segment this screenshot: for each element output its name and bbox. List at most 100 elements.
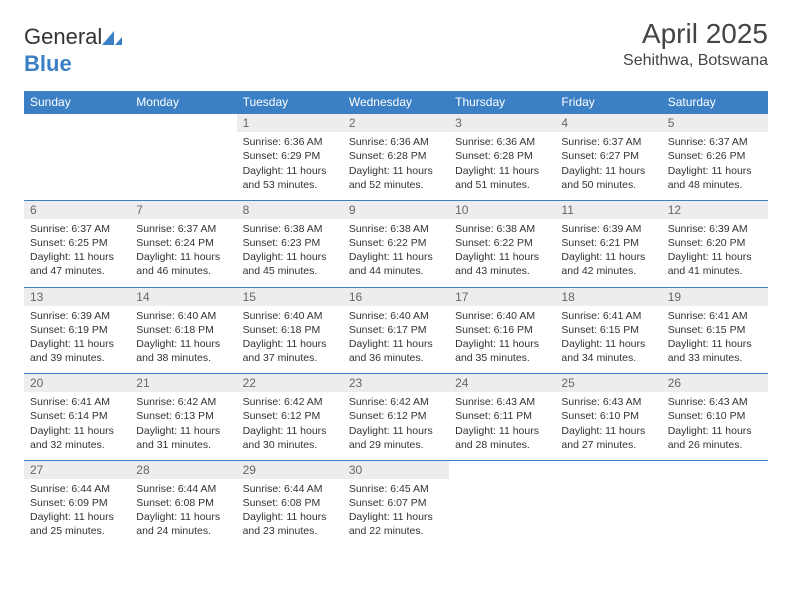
day-data-cell: Sunrise: 6:44 AMSunset: 6:08 PMDaylight:… — [130, 479, 236, 547]
day-data-cell: Sunrise: 6:40 AMSunset: 6:18 PMDaylight:… — [237, 306, 343, 374]
day-data-cell: Sunrise: 6:44 AMSunset: 6:08 PMDaylight:… — [237, 479, 343, 547]
day-number-cell: 19 — [662, 287, 768, 306]
day-data-cell: Sunrise: 6:43 AMSunset: 6:10 PMDaylight:… — [662, 392, 768, 460]
day-data-row: Sunrise: 6:39 AMSunset: 6:19 PMDaylight:… — [24, 306, 768, 374]
day-number-row: 12345 — [24, 114, 768, 133]
day-number-cell: 25 — [555, 374, 661, 393]
day-number-cell: 8 — [237, 200, 343, 219]
day-number-cell: 6 — [24, 200, 130, 219]
day-number-cell: 27 — [24, 460, 130, 479]
location: Sehithwa, Botswana — [623, 52, 768, 70]
day-number-cell: 29 — [237, 460, 343, 479]
day-header-cell: Wednesday — [343, 91, 449, 114]
month-title: April 2025 — [623, 18, 768, 50]
day-data-cell: Sunrise: 6:37 AMSunset: 6:24 PMDaylight:… — [130, 219, 236, 287]
calendar-table: SundayMondayTuesdayWednesdayThursdayFrid… — [24, 91, 768, 546]
day-data-cell: Sunrise: 6:38 AMSunset: 6:23 PMDaylight:… — [237, 219, 343, 287]
day-data-cell — [24, 132, 130, 200]
day-data-cell: Sunrise: 6:36 AMSunset: 6:29 PMDaylight:… — [237, 132, 343, 200]
day-number-cell — [449, 460, 555, 479]
day-header-cell: Thursday — [449, 91, 555, 114]
day-data-cell: Sunrise: 6:42 AMSunset: 6:12 PMDaylight:… — [343, 392, 449, 460]
day-number-row: 6789101112 — [24, 200, 768, 219]
day-number-cell: 9 — [343, 200, 449, 219]
day-number-cell — [130, 114, 236, 133]
day-header-cell: Monday — [130, 91, 236, 114]
day-number-cell: 18 — [555, 287, 661, 306]
day-number-cell: 2 — [343, 114, 449, 133]
day-number-cell: 5 — [662, 114, 768, 133]
day-number-cell — [555, 460, 661, 479]
day-header-cell: Sunday — [24, 91, 130, 114]
day-header-cell: Friday — [555, 91, 661, 114]
day-data-cell: Sunrise: 6:40 AMSunset: 6:17 PMDaylight:… — [343, 306, 449, 374]
day-header-cell: Tuesday — [237, 91, 343, 114]
day-data-cell: Sunrise: 6:38 AMSunset: 6:22 PMDaylight:… — [343, 219, 449, 287]
day-header-row: SundayMondayTuesdayWednesdayThursdayFrid… — [24, 91, 768, 114]
day-number-cell: 21 — [130, 374, 236, 393]
day-data-cell — [449, 479, 555, 547]
day-header-cell: Saturday — [662, 91, 768, 114]
day-number-cell — [662, 460, 768, 479]
day-number-cell: 1 — [237, 114, 343, 133]
sail-icon — [102, 25, 122, 51]
day-data-cell: Sunrise: 6:40 AMSunset: 6:18 PMDaylight:… — [130, 306, 236, 374]
brand-part1: General — [24, 24, 102, 49]
day-number-cell: 13 — [24, 287, 130, 306]
day-data-cell: Sunrise: 6:45 AMSunset: 6:07 PMDaylight:… — [343, 479, 449, 547]
day-number-cell: 28 — [130, 460, 236, 479]
day-data-cell: Sunrise: 6:37 AMSunset: 6:27 PMDaylight:… — [555, 132, 661, 200]
day-number-cell: 22 — [237, 374, 343, 393]
day-data-cell: Sunrise: 6:44 AMSunset: 6:09 PMDaylight:… — [24, 479, 130, 547]
header: GeneralBlue April 2025 Sehithwa, Botswan… — [24, 18, 768, 77]
day-number-cell: 17 — [449, 287, 555, 306]
day-data-cell: Sunrise: 6:41 AMSunset: 6:15 PMDaylight:… — [662, 306, 768, 374]
day-data-cell: Sunrise: 6:39 AMSunset: 6:19 PMDaylight:… — [24, 306, 130, 374]
day-number-row: 27282930 — [24, 460, 768, 479]
day-data-row: Sunrise: 6:41 AMSunset: 6:14 PMDaylight:… — [24, 392, 768, 460]
day-data-row: Sunrise: 6:44 AMSunset: 6:09 PMDaylight:… — [24, 479, 768, 547]
day-data-cell: Sunrise: 6:36 AMSunset: 6:28 PMDaylight:… — [449, 132, 555, 200]
day-data-cell: Sunrise: 6:37 AMSunset: 6:25 PMDaylight:… — [24, 219, 130, 287]
brand-text: GeneralBlue — [24, 24, 122, 77]
calendar-body: 12345Sunrise: 6:36 AMSunset: 6:29 PMDayl… — [24, 114, 768, 547]
brand-logo: GeneralBlue — [24, 24, 122, 77]
day-number-row: 20212223242526 — [24, 374, 768, 393]
day-number-cell: 15 — [237, 287, 343, 306]
day-data-row: Sunrise: 6:37 AMSunset: 6:25 PMDaylight:… — [24, 219, 768, 287]
day-data-cell: Sunrise: 6:39 AMSunset: 6:21 PMDaylight:… — [555, 219, 661, 287]
day-number-cell: 4 — [555, 114, 661, 133]
day-number-cell: 11 — [555, 200, 661, 219]
day-data-cell: Sunrise: 6:39 AMSunset: 6:20 PMDaylight:… — [662, 219, 768, 287]
day-number-cell: 23 — [343, 374, 449, 393]
brand-part2: Blue — [24, 51, 72, 76]
day-data-cell: Sunrise: 6:37 AMSunset: 6:26 PMDaylight:… — [662, 132, 768, 200]
day-number-cell: 20 — [24, 374, 130, 393]
day-data-cell: Sunrise: 6:43 AMSunset: 6:11 PMDaylight:… — [449, 392, 555, 460]
day-number-cell: 30 — [343, 460, 449, 479]
day-number-cell: 7 — [130, 200, 236, 219]
title-block: April 2025 Sehithwa, Botswana — [623, 18, 768, 70]
day-data-cell — [555, 479, 661, 547]
day-number-cell: 12 — [662, 200, 768, 219]
day-data-cell: Sunrise: 6:36 AMSunset: 6:28 PMDaylight:… — [343, 132, 449, 200]
day-data-cell: Sunrise: 6:41 AMSunset: 6:15 PMDaylight:… — [555, 306, 661, 374]
day-data-cell — [662, 479, 768, 547]
day-number-cell: 14 — [130, 287, 236, 306]
day-number-row: 13141516171819 — [24, 287, 768, 306]
day-number-cell: 24 — [449, 374, 555, 393]
day-number-cell: 10 — [449, 200, 555, 219]
day-data-cell: Sunrise: 6:40 AMSunset: 6:16 PMDaylight:… — [449, 306, 555, 374]
day-number-cell: 16 — [343, 287, 449, 306]
day-data-cell: Sunrise: 6:38 AMSunset: 6:22 PMDaylight:… — [449, 219, 555, 287]
day-data-cell: Sunrise: 6:42 AMSunset: 6:12 PMDaylight:… — [237, 392, 343, 460]
day-data-row: Sunrise: 6:36 AMSunset: 6:29 PMDaylight:… — [24, 132, 768, 200]
day-data-cell — [130, 132, 236, 200]
day-data-cell: Sunrise: 6:42 AMSunset: 6:13 PMDaylight:… — [130, 392, 236, 460]
day-data-cell: Sunrise: 6:41 AMSunset: 6:14 PMDaylight:… — [24, 392, 130, 460]
day-number-cell — [24, 114, 130, 133]
day-number-cell: 3 — [449, 114, 555, 133]
calendar-page: GeneralBlue April 2025 Sehithwa, Botswan… — [0, 0, 792, 565]
day-number-cell: 26 — [662, 374, 768, 393]
day-data-cell: Sunrise: 6:43 AMSunset: 6:10 PMDaylight:… — [555, 392, 661, 460]
